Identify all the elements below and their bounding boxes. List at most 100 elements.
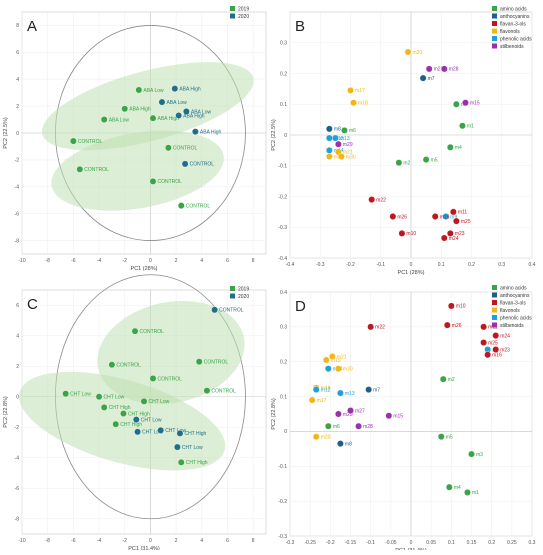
data-point (175, 112, 183, 119)
y-tick-label: -0.2 (278, 194, 287, 200)
data-point (173, 443, 181, 451)
legend-label: flavan-3-ols (500, 301, 526, 307)
y-tick-label: -6 (15, 211, 20, 217)
point-label: m15 (470, 101, 480, 107)
data-point (325, 146, 333, 154)
data-point (337, 440, 344, 448)
y-tick-label: 6 (16, 50, 19, 56)
data-point (480, 339, 487, 346)
data-point (62, 390, 70, 398)
data-point (325, 125, 333, 133)
x-tick-label: 0.4 (529, 262, 536, 268)
data-point (134, 428, 141, 436)
legend-label: 2020 (238, 294, 249, 300)
legend-label: amino acids (500, 286, 527, 292)
x-tick-label: 0 (410, 262, 413, 268)
point-label: m27 (434, 67, 444, 73)
x-tick-label: -0.1 (366, 540, 375, 546)
point-label: CONTROL (204, 359, 229, 365)
data-point (443, 321, 451, 329)
legend-swatch (492, 322, 497, 328)
x-tick-label: 0.25 (507, 540, 517, 546)
point-label: ABA Low (143, 88, 164, 94)
data-point (325, 134, 333, 142)
data-point (404, 48, 412, 56)
data-point (69, 137, 77, 145)
point-label: m13 (345, 391, 355, 397)
panel-b: -0.4 -0.3 -0.2 -0.1 0 0.1 0.2 0.3 0.4 -0.4 -0.3 -0.… (271, 6, 536, 276)
data-point (324, 422, 332, 430)
x-tick-label: 0.3 (498, 262, 505, 268)
panel-label: B (295, 18, 305, 35)
data-point (181, 160, 189, 168)
data-point (492, 346, 500, 353)
data-point (385, 412, 393, 420)
data-point (312, 433, 320, 441)
legend-label: flavonols (500, 308, 520, 314)
data-point (131, 327, 139, 335)
legend-label: phenolic acids (500, 37, 532, 43)
x-tick-label: -4 (97, 538, 102, 544)
point-label: m16 (492, 353, 502, 359)
y-tick-label: -2 (15, 158, 20, 164)
point-label: m22 (375, 325, 385, 331)
point-label: m25 (461, 219, 471, 225)
point-label: m15 (393, 414, 403, 420)
point-label: m28 (363, 424, 373, 430)
point-label: CHT High (109, 405, 131, 411)
y-tick-label: -0.3 (278, 225, 287, 231)
legend-swatch (492, 315, 497, 320)
legend-swatch (492, 307, 497, 313)
data-point (350, 99, 357, 107)
y-tick-label: 0.3 (280, 325, 287, 331)
legend-swatch (492, 13, 497, 19)
point-label: m21 (337, 354, 347, 360)
group-ellipse (51, 130, 224, 211)
data-point (182, 108, 190, 115)
point-label: m4 (455, 145, 462, 151)
point-label: m30 (343, 366, 353, 372)
point-label: m2 (448, 377, 455, 383)
point-label: m1 (472, 490, 479, 496)
point-label: CONTROL (157, 376, 182, 382)
data-point (149, 114, 157, 122)
legend-label: stilbenoids (500, 323, 524, 329)
x-axis-label: PC1 (28%) (131, 266, 158, 272)
legend-swatch (492, 6, 497, 11)
point-label: CHT High (186, 460, 208, 466)
legend-swatch (230, 13, 235, 19)
data-point (112, 420, 120, 428)
data-point (395, 159, 403, 167)
point-label: m17 (355, 88, 365, 94)
data-point (446, 229, 454, 237)
x-tick-label: 8 (252, 538, 255, 544)
legend-swatch (492, 285, 497, 290)
data-point (120, 410, 127, 417)
point-label: m20 (321, 434, 331, 440)
point-label: m11 (458, 210, 468, 216)
x-tick-label: 0.2 (468, 262, 475, 268)
data-point (334, 365, 342, 373)
point-label: m6 (333, 424, 340, 430)
point-label: m3 (476, 452, 483, 458)
x-tick-label: 0.1 (448, 540, 455, 546)
y-axis-label: PC2 (22.8%) (3, 396, 9, 428)
data-point (447, 302, 455, 310)
data-point (365, 386, 373, 393)
data-point (177, 458, 185, 466)
data-point (331, 134, 339, 142)
data-point (312, 386, 320, 393)
y-tick-label: 4 (16, 334, 19, 340)
point-label: m5 (446, 434, 453, 440)
legend-label: flavonols (500, 29, 520, 35)
y-tick-label: 0.1 (280, 102, 287, 108)
x-tick-label: -10 (18, 258, 25, 264)
x-tick-label: -0.3 (316, 262, 325, 268)
data-point (440, 234, 448, 242)
point-label: m2 (403, 160, 410, 166)
point-label: ABA Low (109, 117, 130, 123)
panel-c: -10 -8 -6 -4 -2 0 2 4 6 8 -8 -6 -4 -2 0 2 4 6 PC1 (31.4%) P… (3, 274, 267, 552)
point-label: CONTROL (157, 179, 182, 185)
data-point (347, 407, 354, 414)
